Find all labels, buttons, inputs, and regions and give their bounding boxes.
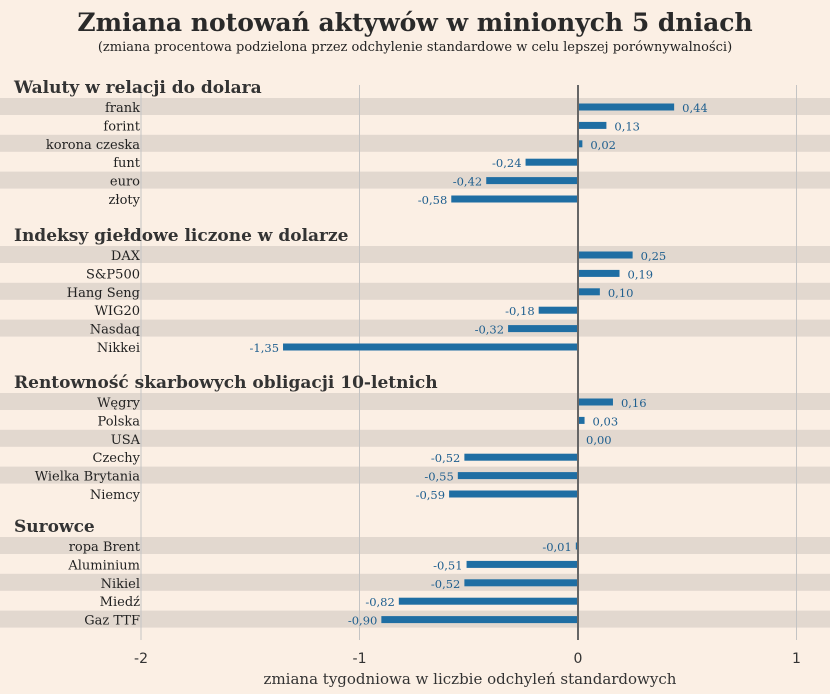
category-label: Gaz TTF bbox=[84, 614, 140, 629]
value-label: -0,52 bbox=[431, 577, 461, 591]
value-label: 0,13 bbox=[614, 119, 640, 133]
category-label: Aluminium bbox=[67, 558, 140, 573]
x-tick-label: -1 bbox=[353, 651, 367, 667]
bar bbox=[486, 177, 578, 185]
value-label: -0,52 bbox=[431, 451, 461, 465]
value-label: -0,42 bbox=[453, 175, 483, 189]
bar bbox=[525, 158, 578, 166]
group-heading: Waluty w relacji do dolara bbox=[13, 78, 262, 98]
group-heading: Surowce bbox=[14, 517, 95, 537]
bar bbox=[398, 597, 578, 605]
value-label: -0,90 bbox=[348, 614, 378, 628]
category-label: DAX bbox=[111, 249, 141, 264]
row-stripe bbox=[0, 134, 830, 152]
value-label: -0,82 bbox=[365, 595, 395, 609]
value-label: 0,02 bbox=[590, 138, 616, 152]
bar bbox=[575, 542, 578, 550]
bar bbox=[508, 325, 578, 333]
value-label: 0,44 bbox=[682, 101, 708, 115]
bar bbox=[578, 398, 613, 406]
bar bbox=[451, 195, 578, 203]
value-label: 0,25 bbox=[641, 249, 667, 263]
bar bbox=[464, 453, 578, 461]
category-label: frank bbox=[105, 101, 140, 116]
value-label: -0,51 bbox=[433, 558, 463, 572]
bar bbox=[538, 306, 578, 314]
value-label: -0,59 bbox=[416, 488, 446, 502]
bar bbox=[578, 288, 600, 296]
category-label: USA bbox=[111, 433, 141, 448]
value-label: 0,03 bbox=[593, 414, 619, 428]
category-label: S&P500 bbox=[86, 267, 140, 282]
row-stripe bbox=[0, 466, 830, 484]
labels-layer: Waluty w relacji do dolara frank 0,44 forin… bbox=[13, 78, 801, 667]
chart-subtitle: (zmiana procentowa podzielona przez odch… bbox=[97, 40, 733, 55]
group-heading: Rentowność skarbowych obligacji 10-letni… bbox=[14, 373, 438, 393]
group-heading: Indeksy giełdowe liczone w dolarze bbox=[14, 226, 349, 246]
x-axis-label: zmiana tygodniowa w liczbie odchyleń sta… bbox=[263, 670, 677, 688]
bar bbox=[578, 140, 583, 148]
category-label: forint bbox=[103, 119, 140, 134]
value-label: 0,16 bbox=[621, 396, 647, 410]
value-label: -0,24 bbox=[492, 156, 522, 170]
category-label: WIG20 bbox=[95, 304, 140, 319]
row-stripe bbox=[0, 98, 830, 115]
bar bbox=[578, 416, 585, 424]
bars-layer bbox=[283, 85, 675, 640]
row-stripe bbox=[0, 429, 830, 447]
bar bbox=[457, 472, 578, 480]
bar bbox=[578, 269, 620, 277]
row-stripe bbox=[0, 319, 830, 337]
row-stripe bbox=[0, 282, 830, 300]
row-stripe bbox=[0, 171, 830, 189]
category-label: Nikiel bbox=[101, 577, 140, 592]
category-label: Miedź bbox=[100, 595, 140, 610]
category-label: Czechy bbox=[93, 451, 141, 466]
value-label: 0,10 bbox=[608, 286, 634, 300]
value-label: -0,55 bbox=[424, 470, 454, 484]
bar bbox=[578, 103, 675, 111]
row-stripe bbox=[0, 393, 830, 410]
bar bbox=[381, 616, 578, 624]
x-tick-label: 0 bbox=[574, 651, 583, 667]
value-label: -0,18 bbox=[505, 304, 535, 318]
category-label: Węgry bbox=[97, 396, 141, 411]
row-stripe bbox=[0, 537, 830, 554]
x-tick-label: -2 bbox=[134, 651, 148, 667]
bar bbox=[578, 121, 607, 129]
category-label: Wielka Brytania bbox=[35, 470, 141, 485]
row-stripe bbox=[0, 246, 830, 263]
category-label: ropa Brent bbox=[69, 540, 141, 555]
category-label: korona czeska bbox=[46, 138, 140, 153]
x-tick-label: 1 bbox=[792, 651, 801, 667]
value-label: -0,32 bbox=[475, 323, 505, 337]
category-label: Polska bbox=[97, 414, 140, 429]
value-label: 0,00 bbox=[586, 433, 612, 447]
category-label: Hang Seng bbox=[67, 286, 140, 301]
value-label: -1,35 bbox=[250, 341, 280, 355]
bar bbox=[578, 251, 633, 259]
bar bbox=[283, 343, 578, 351]
bar bbox=[449, 490, 578, 498]
value-label: -0,58 bbox=[418, 193, 448, 207]
category-label: złoty bbox=[109, 193, 141, 208]
category-label: funt bbox=[113, 156, 141, 171]
row-stripe bbox=[0, 573, 830, 591]
value-label: 0,19 bbox=[628, 267, 654, 281]
category-label: Nikkei bbox=[97, 341, 140, 356]
category-label: Nasdaq bbox=[90, 323, 140, 338]
bar bbox=[464, 579, 578, 587]
grid-layer bbox=[140, 85, 797, 640]
chart-title: Zmiana notowań aktywów w minionych 5 dni… bbox=[77, 8, 753, 37]
value-label: -0,01 bbox=[542, 540, 572, 554]
category-label: Niemcy bbox=[90, 488, 141, 503]
stripes-layer bbox=[0, 98, 830, 628]
bar bbox=[466, 560, 578, 568]
category-label: euro bbox=[110, 175, 140, 190]
